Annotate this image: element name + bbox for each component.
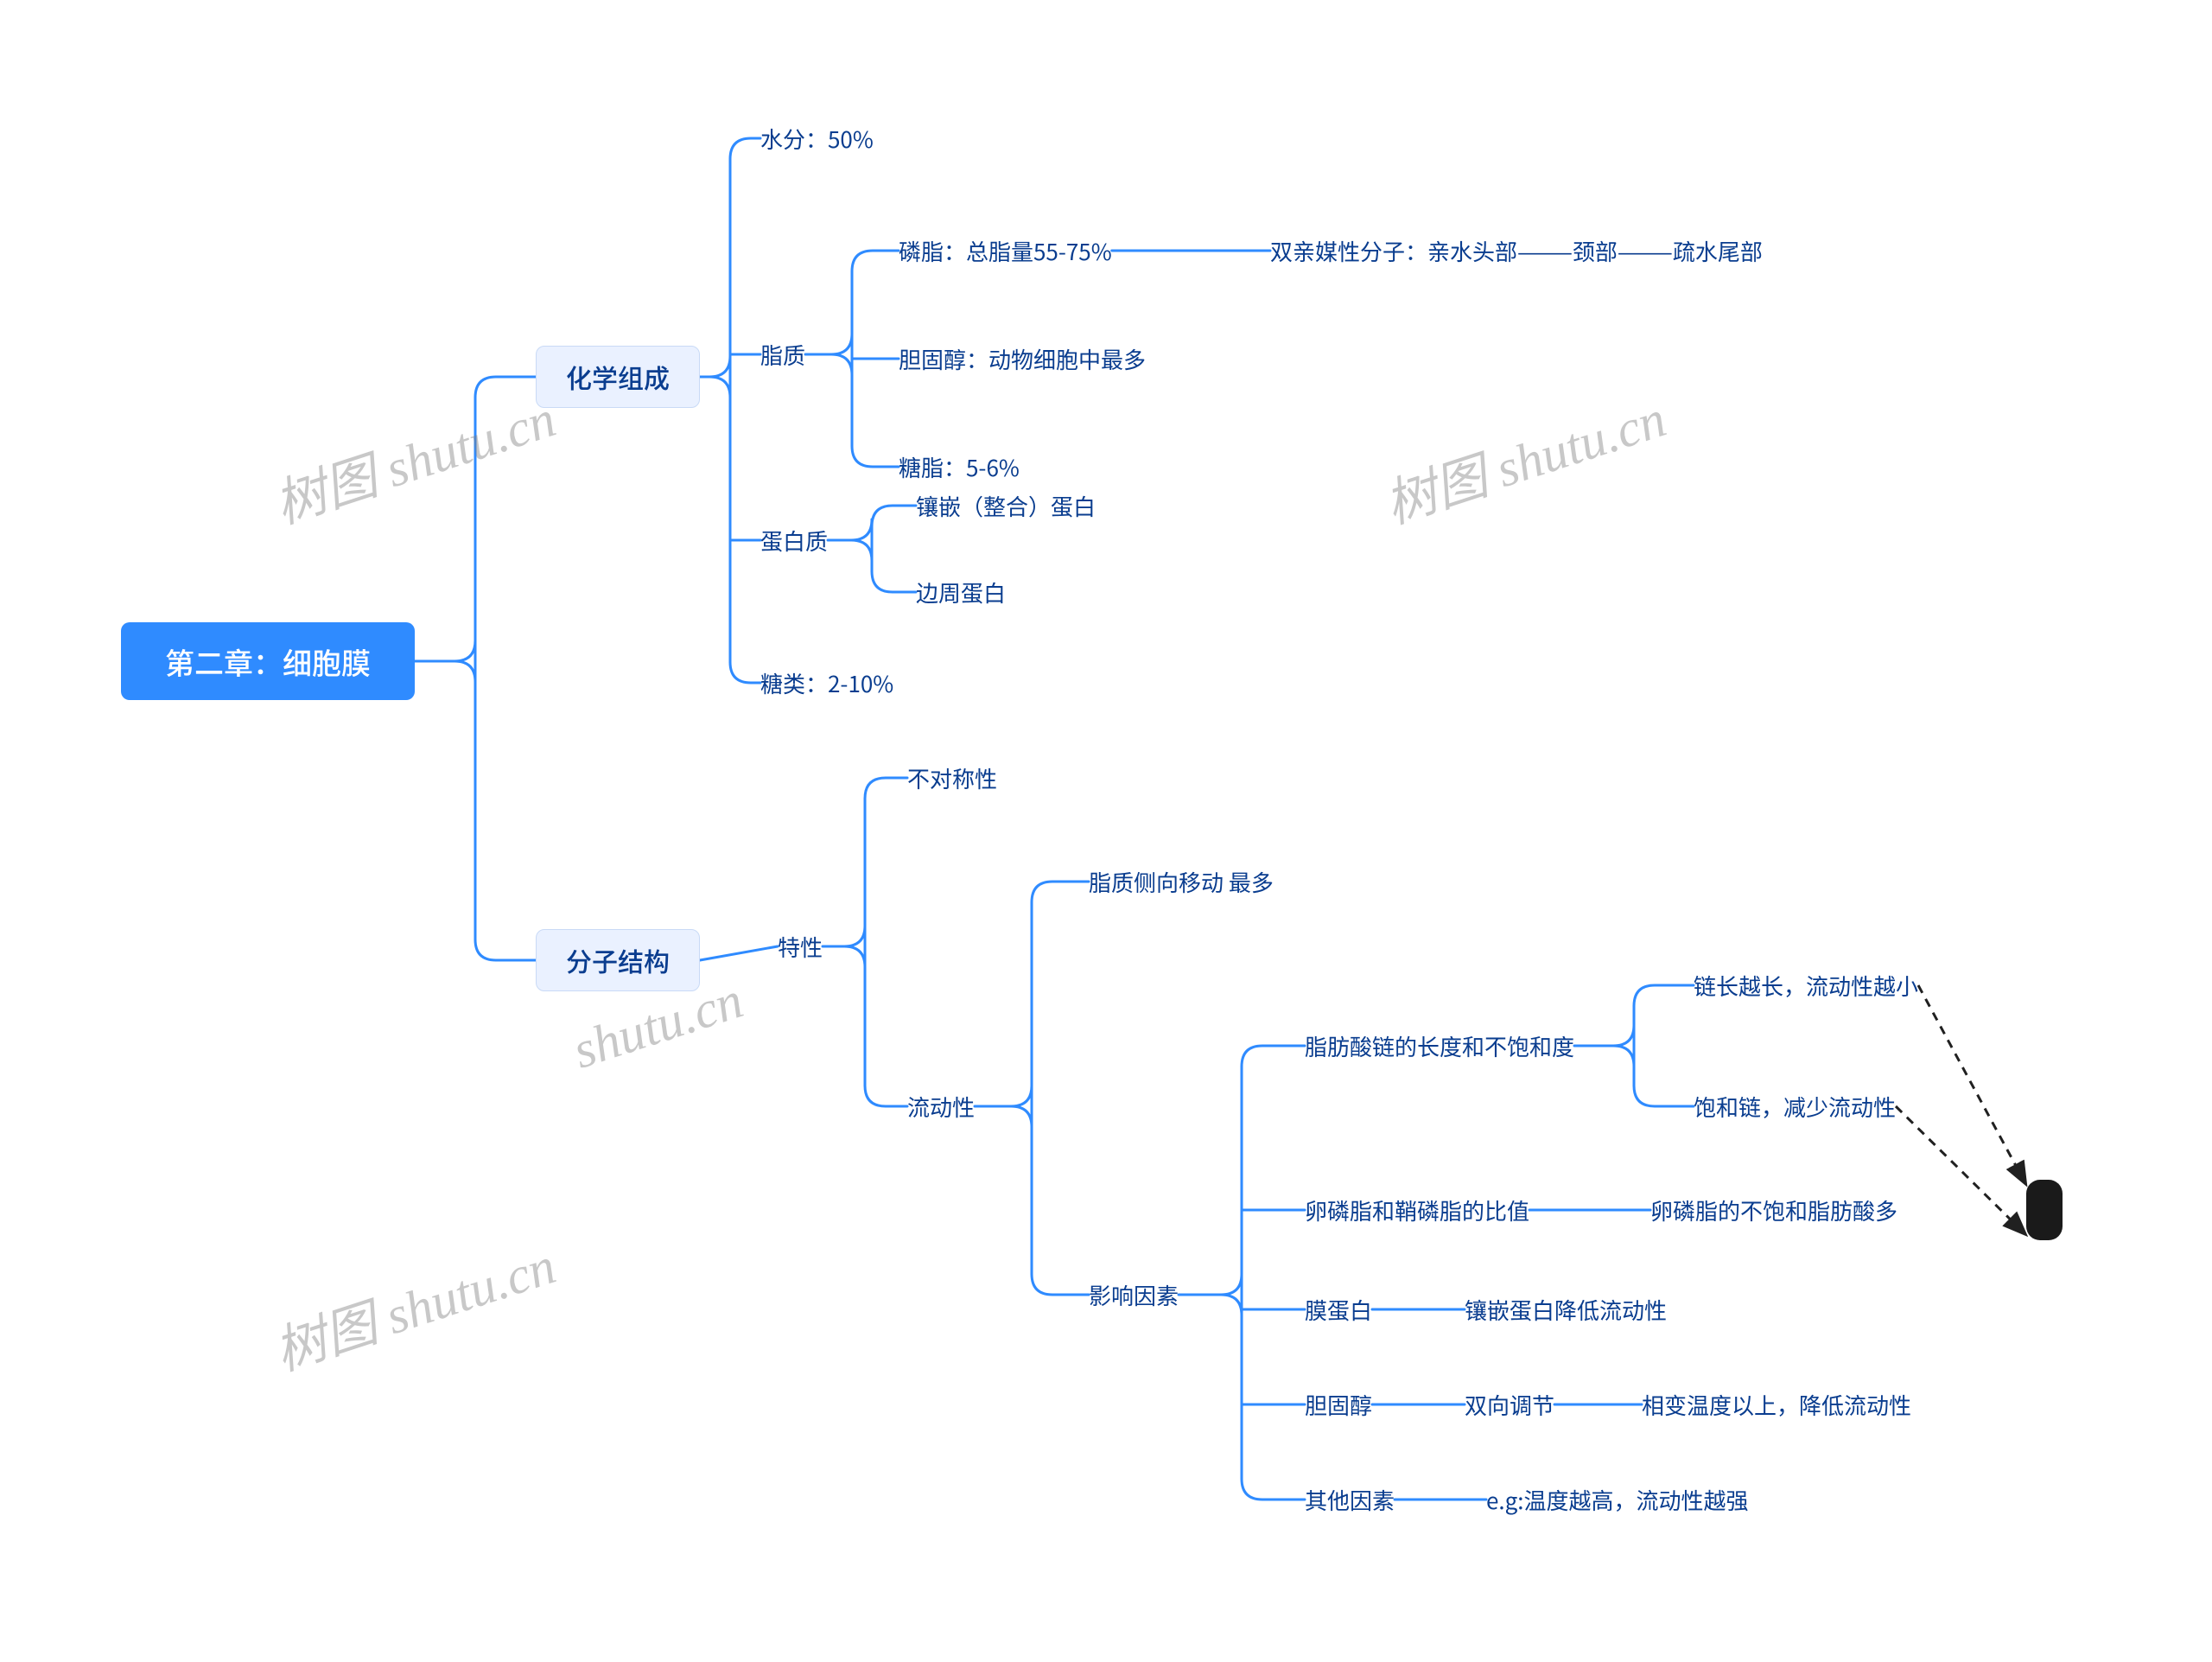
node-cholesterol[interactable]: 胆固醇：动物细胞中最多	[899, 341, 1146, 376]
node-label: 糖脂：5-6%	[899, 451, 1020, 483]
node-membrane-protein[interactable]: 膜蛋白	[1305, 1292, 1372, 1327]
branch-label: 化学组成	[566, 358, 670, 396]
node-label: 双亲媒性分子：亲水头部———颈部———疏水尾部	[1270, 235, 1763, 267]
node-label: 其他因素	[1305, 1484, 1395, 1516]
node-lecithin-ratio[interactable]: 卵磷脂和鞘磷脂的比值	[1305, 1193, 1529, 1227]
node-lateral-movement[interactable]: 脂质侧向移动 最多	[1089, 864, 1274, 899]
node-label: 不对称性	[907, 762, 997, 794]
root-node[interactable]: 第二章：细胞膜	[121, 622, 415, 700]
node-asymmetry[interactable]: 不对称性	[907, 761, 997, 795]
node-label: 水分：50%	[760, 123, 874, 155]
node-label: 镶嵌（整合）蛋白	[916, 490, 1096, 522]
node-lecithin-detail[interactable]: 卵磷脂的不饱和脂肪酸多	[1650, 1193, 1897, 1227]
node-temperature-eg[interactable]: e.g:温度越高，流动性越强	[1486, 1482, 1749, 1517]
node-label: 双向调节	[1465, 1389, 1554, 1421]
node-integral-lowers-fluidity[interactable]: 镶嵌蛋白降低流动性	[1465, 1292, 1667, 1327]
node-label: 蛋白质	[760, 525, 828, 557]
node-lipid[interactable]: 脂质	[760, 337, 805, 372]
node-phase-transition[interactable]: 相变温度以上，降低流动性	[1642, 1387, 1911, 1422]
node-label: 糖类：2-10%	[760, 667, 893, 699]
node-label: 卵磷脂和鞘磷脂的比值	[1305, 1194, 1529, 1226]
node-label: 镶嵌蛋白降低流动性	[1465, 1294, 1667, 1326]
node-influencing-factors[interactable]: 影响因素	[1089, 1277, 1179, 1312]
node-label: 脂质	[760, 339, 805, 371]
node-chain-longer[interactable]: 链长越长，流动性越小	[1694, 968, 1918, 1003]
node-cholesterol-factor[interactable]: 胆固醇	[1305, 1387, 1372, 1422]
node-label: 流动性	[907, 1091, 975, 1123]
node-label: 膜蛋白	[1305, 1294, 1372, 1326]
node-saturated-chain[interactable]: 饱和链，减少流动性	[1694, 1089, 1896, 1124]
node-label: 脂质侧向移动 最多	[1089, 866, 1274, 898]
node-phospholipid[interactable]: 磷脂：总脂量55-75%	[899, 233, 1112, 268]
branch-label: 分子结构	[566, 941, 670, 979]
node-other-factors[interactable]: 其他因素	[1305, 1482, 1395, 1517]
cursor-icon	[2026, 1180, 2063, 1240]
node-label: 影响因素	[1089, 1279, 1179, 1311]
node-water[interactable]: 水分：50%	[760, 121, 874, 156]
branch-molecular-structure[interactable]: 分子结构	[536, 929, 700, 991]
node-carbohydrate[interactable]: 糖类：2-10%	[760, 665, 893, 700]
branch-chemical-composition[interactable]: 化学组成	[536, 346, 700, 408]
node-trait[interactable]: 特性	[778, 929, 823, 964]
node-label: 链长越长，流动性越小	[1694, 970, 1918, 1002]
node-label: 胆固醇	[1305, 1389, 1372, 1421]
node-label: 卵磷脂的不饱和脂肪酸多	[1650, 1194, 1897, 1226]
node-label: 胆固醇：动物细胞中最多	[899, 343, 1146, 375]
node-glycolipid[interactable]: 糖脂：5-6%	[899, 449, 1020, 484]
node-label: 脂肪酸链的长度和不饱和度	[1305, 1030, 1574, 1062]
node-label: 特性	[778, 931, 823, 963]
node-label: 磷脂：总脂量55-75%	[899, 235, 1112, 267]
node-label: 饱和链，减少流动性	[1694, 1091, 1896, 1123]
node-amphipathic[interactable]: 双亲媒性分子：亲水头部———颈部———疏水尾部	[1270, 233, 1763, 268]
node-peripheral-protein[interactable]: 边周蛋白	[916, 575, 1006, 609]
root-label: 第二章：细胞膜	[165, 640, 371, 683]
node-protein[interactable]: 蛋白质	[760, 523, 828, 557]
node-label: e.g:温度越高，流动性越强	[1486, 1484, 1749, 1516]
node-label: 边周蛋白	[916, 576, 1006, 608]
node-label: 相变温度以上，降低流动性	[1642, 1389, 1911, 1421]
node-chain-length[interactable]: 脂肪酸链的长度和不饱和度	[1305, 1028, 1574, 1063]
node-bidirectional[interactable]: 双向调节	[1465, 1387, 1554, 1422]
node-fluidity[interactable]: 流动性	[907, 1089, 975, 1124]
node-integral-protein[interactable]: 镶嵌（整合）蛋白	[916, 488, 1096, 523]
